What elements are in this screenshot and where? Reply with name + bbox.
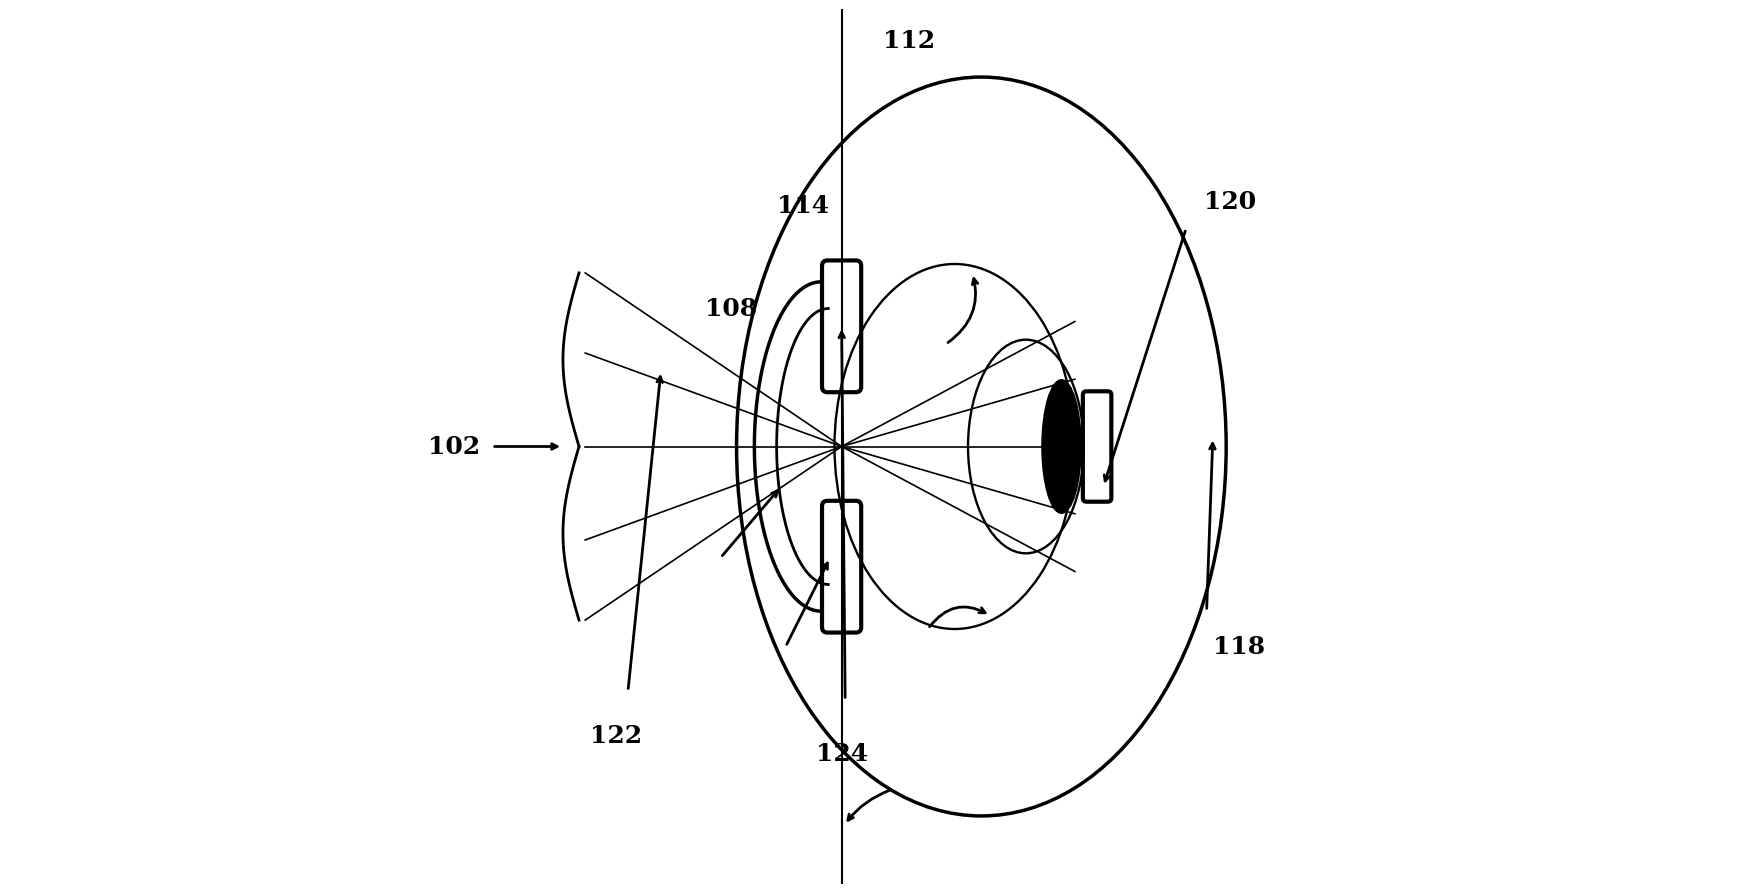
Text: 114: 114 — [777, 194, 828, 218]
Text: 124: 124 — [815, 741, 868, 765]
Ellipse shape — [1042, 380, 1081, 513]
Text: 102: 102 — [427, 435, 480, 458]
Text: 122: 122 — [590, 724, 641, 747]
Text: 112: 112 — [884, 29, 935, 54]
Text: 108: 108 — [705, 296, 757, 321]
Text: 118: 118 — [1212, 635, 1265, 659]
Text: 120: 120 — [1204, 189, 1254, 213]
